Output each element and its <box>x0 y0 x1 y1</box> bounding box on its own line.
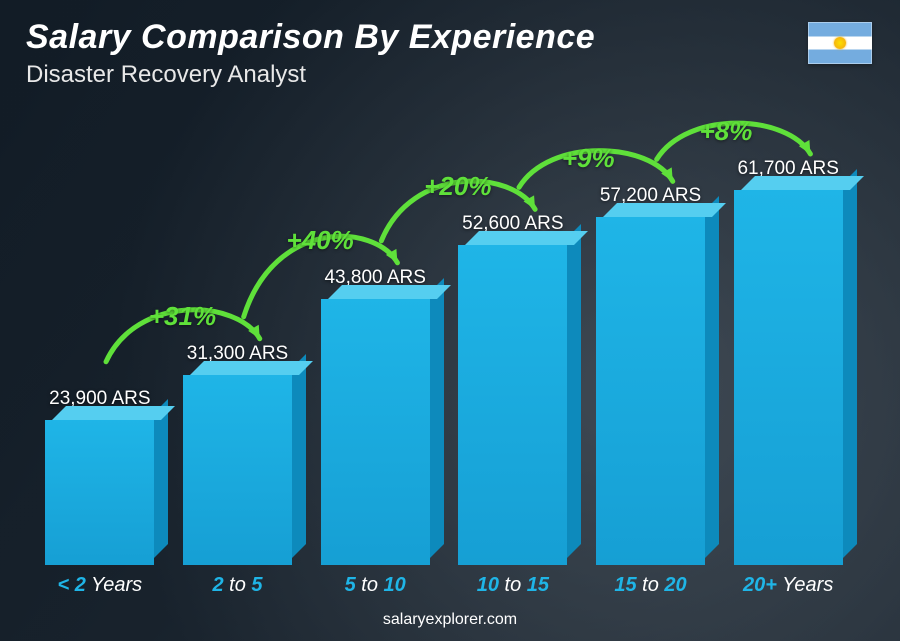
chart-container: Salary Comparison By Experience Disaster… <box>0 0 900 641</box>
increase-pct-label: +8% <box>700 116 753 147</box>
increase-arrow-icon <box>0 0 900 641</box>
footer-attribution: salaryexplorer.com <box>0 611 900 629</box>
